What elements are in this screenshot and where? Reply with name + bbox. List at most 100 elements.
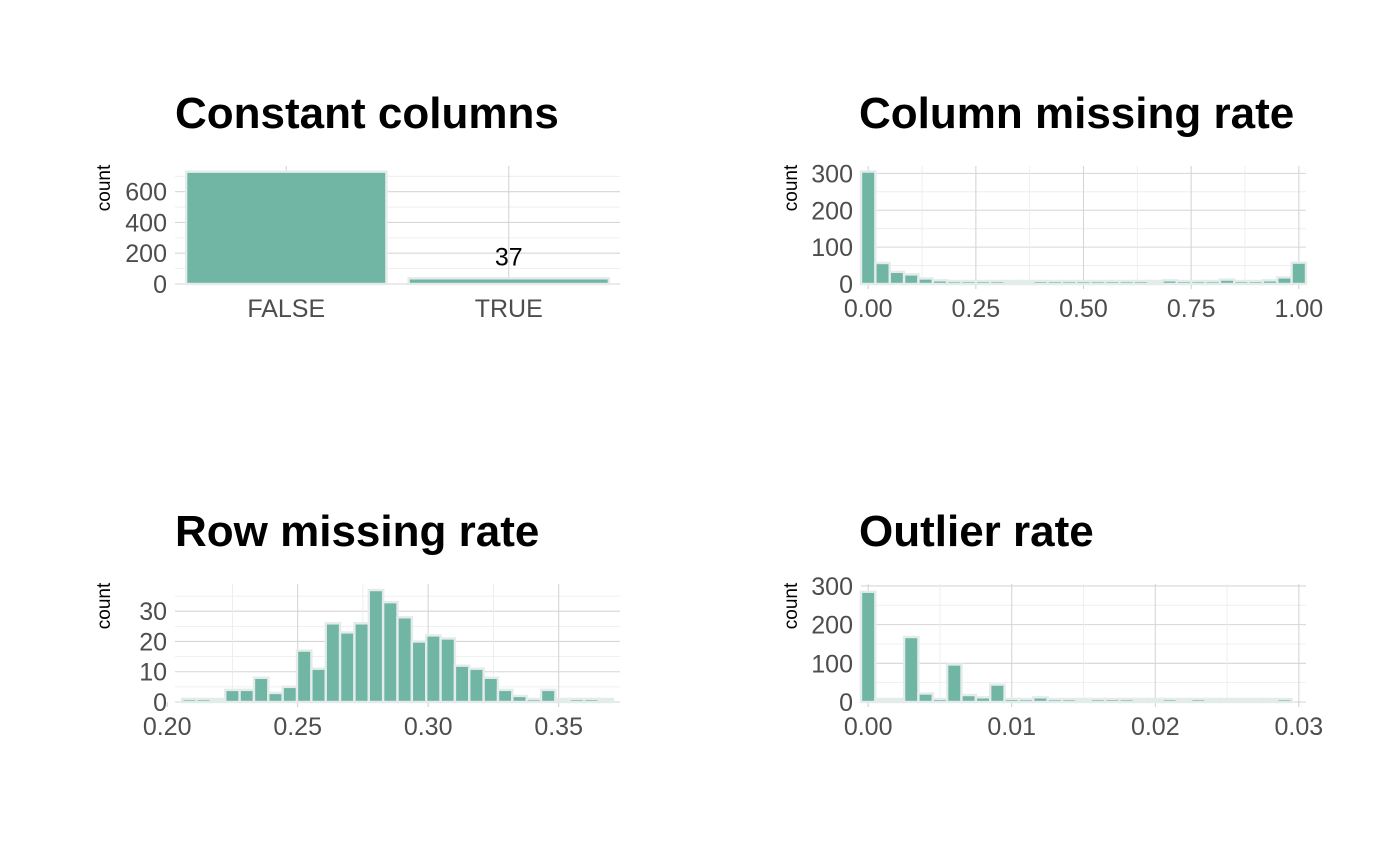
y-tick-label: 400	[125, 209, 167, 237]
histogram-bar	[989, 279, 1006, 286]
histogram-bar	[238, 688, 256, 704]
x-tick-label: 0.03	[1274, 713, 1323, 741]
histogram-bar	[1146, 697, 1164, 704]
histogram-bar	[539, 688, 557, 704]
histogram-bar	[525, 697, 543, 704]
bar	[407, 277, 611, 286]
histogram-bar	[410, 640, 428, 704]
histogram-bar	[917, 692, 934, 704]
histogram-bar	[1060, 697, 1078, 704]
histogram-bar	[988, 683, 1006, 704]
histogram-bar	[1003, 697, 1021, 704]
histogram-bar	[974, 696, 992, 704]
histogram-bar	[496, 688, 514, 704]
y-tick-label: 300	[811, 160, 853, 188]
histogram-bar	[1276, 697, 1293, 704]
histogram-bar	[960, 693, 978, 704]
histogram-bar	[396, 616, 414, 704]
histogram-bar	[1290, 261, 1308, 286]
histogram-bar	[324, 622, 342, 704]
histogram-bar	[974, 279, 992, 286]
histogram-bar	[597, 697, 615, 704]
histogram-bar	[1103, 279, 1121, 286]
x-tick-label: 0.01	[987, 713, 1036, 741]
panel-column-missing-rate: Column missing rate count 0 100 200 300 0.00…	[781, 89, 1323, 323]
histogram-bar	[425, 634, 442, 704]
histogram-bar	[1175, 697, 1193, 704]
histogram-bar	[1161, 279, 1178, 286]
y-tick-label: 20	[139, 628, 167, 656]
histogram-bar	[353, 622, 370, 704]
histogram-bar	[224, 688, 241, 704]
x-tick-label: FALSE	[247, 295, 325, 323]
histogram-bar	[859, 170, 877, 286]
histogram-bar	[945, 663, 963, 704]
x-tick-label: 0.30	[404, 713, 453, 741]
y-tick-label: 200	[811, 612, 853, 640]
histogram-bar	[1075, 697, 1092, 704]
y-tick-label: 30	[139, 598, 167, 626]
panel-title: Outlier rate	[859, 507, 1094, 556]
histogram-bar	[1118, 697, 1135, 704]
histogram-bar	[1103, 697, 1121, 704]
gridlines	[861, 166, 1306, 289]
histogram-bar	[1175, 279, 1193, 286]
histogram-bar	[888, 270, 906, 286]
y-axis-label: count	[94, 582, 115, 629]
histogram-bar	[295, 649, 313, 704]
y-tick-label: 10	[139, 659, 167, 687]
histogram-bar	[180, 697, 198, 704]
histogram-bar	[917, 277, 934, 286]
histogram-bar	[1089, 697, 1107, 704]
gridlines	[861, 584, 1306, 707]
histogram-bar	[902, 635, 920, 704]
tick-labels: 0 100 200 300 0.00 0.25 0.50 0.75 1.00	[811, 160, 1323, 323]
histogram-bar	[1233, 697, 1250, 704]
y-axis-label: count	[781, 164, 802, 211]
histogram-bar	[859, 590, 877, 704]
histogram-bar	[209, 697, 227, 704]
histogram-bar	[902, 273, 920, 286]
bar	[184, 170, 388, 286]
histogram-bar	[874, 261, 891, 286]
histogram-bar	[367, 588, 385, 704]
histogram-bar	[439, 637, 457, 704]
bars	[180, 588, 615, 704]
x-tick-label: 0.25	[273, 713, 322, 741]
histogram-bar	[1017, 279, 1035, 286]
histogram-bar	[338, 631, 356, 704]
histogram-bar	[1032, 696, 1049, 704]
bars	[184, 170, 611, 286]
histogram-bar	[1132, 279, 1150, 286]
histogram-bar	[1046, 697, 1064, 704]
histogram-bar	[1233, 279, 1250, 286]
x-tick-label: 0.75	[1167, 295, 1216, 323]
y-tick-label: 100	[811, 234, 853, 262]
histogram-bar	[888, 697, 906, 704]
y-tick-label: 0	[839, 689, 853, 717]
histogram-bar	[931, 279, 949, 286]
histogram-bar	[960, 279, 978, 286]
panel-title: Constant columns	[175, 89, 559, 138]
histogram-bar	[1247, 279, 1265, 286]
histogram-bar	[281, 685, 299, 704]
histogram-bar	[1247, 697, 1265, 704]
y-tick-label: 0	[153, 689, 167, 717]
x-tick-label: 0.02	[1131, 713, 1180, 741]
panel-title: Row missing rate	[175, 507, 539, 556]
histogram-bar	[1118, 279, 1135, 286]
y-tick-label: 200	[125, 240, 167, 268]
histogram-bar	[554, 697, 571, 704]
histogram-bar	[1003, 279, 1021, 286]
bars	[859, 590, 1293, 704]
histogram-bar	[1060, 279, 1078, 286]
histogram-bar	[568, 697, 586, 704]
tick-labels: 0 100 200 300 0.00 0.01 0.02 0.03	[811, 573, 1323, 741]
x-tick-label: 0.00	[844, 295, 893, 323]
histogram-bar	[453, 664, 471, 704]
histogram-bar	[511, 694, 528, 704]
histogram-bar	[1089, 279, 1107, 286]
